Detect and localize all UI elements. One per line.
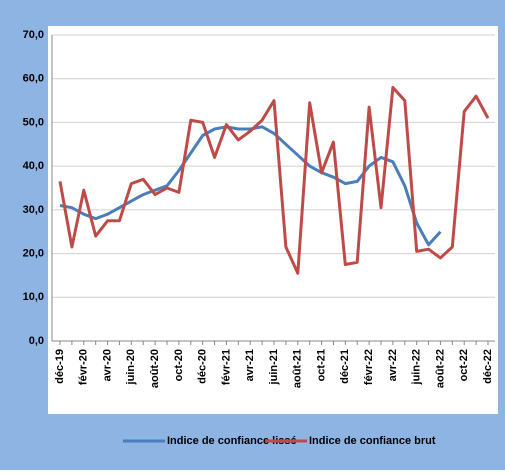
- x-tick-label: déc-21: [339, 349, 351, 384]
- x-tick-label: juin-22: [411, 349, 423, 385]
- y-tick-label: 40,0: [23, 160, 44, 172]
- x-tick-label: avr-21: [244, 349, 256, 381]
- y-tick-label: 60,0: [23, 73, 44, 85]
- y-tick-label: 70,0: [23, 29, 44, 41]
- x-tick-label: avr-20: [101, 349, 113, 381]
- y-tick-label: 20,0: [23, 247, 44, 259]
- legend-label: Indice de confiance lissé: [167, 435, 297, 447]
- x-tick-label: août-21: [292, 349, 304, 388]
- x-tick-label: févr-20: [78, 349, 90, 385]
- y-tick-label: 10,0: [23, 291, 44, 303]
- series-line: [58, 86, 490, 275]
- x-tick-label: déc-19: [54, 349, 66, 384]
- x-tick-label: juin-21: [268, 349, 280, 385]
- x-tick-label: oct-21: [315, 349, 327, 381]
- x-tick-label: août-20: [149, 349, 161, 388]
- x-tick-label: déc-20: [197, 349, 209, 384]
- x-tick-label: oct-20: [173, 349, 185, 381]
- plot-panel: [48, 26, 498, 414]
- x-tick-label: févr-22: [363, 349, 375, 385]
- x-tick-label: avr-22: [387, 349, 399, 381]
- y-tick-label: 0,0: [29, 335, 44, 347]
- y-tick-label: 50,0: [23, 116, 44, 128]
- x-tick-label: juin-20: [125, 349, 137, 385]
- x-tick-label: févr-21: [220, 349, 232, 385]
- x-tick-label: déc-22: [482, 349, 494, 384]
- x-tick-label: oct-22: [458, 349, 470, 381]
- legend-label: Indice de confiance brut: [309, 435, 436, 447]
- x-tick-label: août-22: [434, 349, 446, 388]
- y-tick-label: 30,0: [23, 204, 44, 216]
